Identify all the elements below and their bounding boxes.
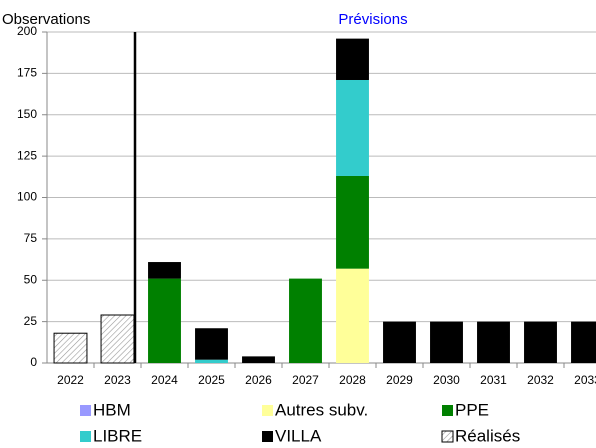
- x-tick-label: 2023: [104, 373, 131, 387]
- legend-label: VILLA: [275, 426, 322, 445]
- bar-segment: [148, 262, 181, 279]
- bar-segment: [336, 175, 369, 269]
- legend-label: HBM: [93, 400, 131, 419]
- annotation: Prévisions: [338, 11, 407, 28]
- bar-segment: [148, 278, 181, 363]
- x-tick-label: 2033: [574, 373, 596, 387]
- bar-segment: [195, 359, 228, 363]
- bar-segment: [195, 328, 228, 360]
- x-tick-label: 2031: [480, 373, 507, 387]
- x-tick-label: 2026: [245, 373, 272, 387]
- y-tick-label: 50: [24, 272, 38, 286]
- bar-segment: [571, 321, 596, 363]
- bar-segment: [289, 278, 322, 363]
- x-tick-label: 2025: [198, 373, 225, 387]
- annotation: Observations: [2, 11, 90, 28]
- y-tick-label: 175: [17, 66, 37, 80]
- bar-segment: [336, 38, 369, 80]
- y-tick-label: 150: [17, 107, 37, 121]
- x-tick-label: 2028: [339, 373, 366, 387]
- x-tick-label: 2027: [292, 373, 319, 387]
- x-tick-label: 2029: [386, 373, 413, 387]
- legend-swatch: [442, 405, 453, 416]
- x-tick-label: 2022: [57, 373, 84, 387]
- bar-segment: [242, 356, 275, 363]
- legend-swatch: [262, 431, 273, 442]
- bar-segment: [383, 321, 416, 363]
- bar-segment: [524, 321, 557, 363]
- y-tick-label: 125: [17, 148, 37, 162]
- y-tick-label: 100: [17, 190, 37, 204]
- x-tick-label: 2030: [433, 373, 460, 387]
- legend-label: PPE: [455, 400, 489, 419]
- legend-swatch: [262, 405, 273, 416]
- bar-segment: [100, 314, 135, 364]
- bar-segment: [53, 332, 88, 364]
- x-tick-label: 2032: [527, 373, 554, 387]
- legend-swatch: [80, 405, 91, 416]
- bar-segment: [477, 321, 510, 363]
- bar-segment: [430, 321, 463, 363]
- y-tick-label: 0: [30, 355, 37, 369]
- legend-label: Autres subv.: [275, 400, 368, 419]
- legend-swatch: [441, 430, 454, 443]
- y-tick-label: 25: [24, 314, 38, 328]
- bar-segment: [336, 268, 369, 363]
- legend-label: Réalisés: [455, 426, 520, 445]
- y-tick-label: 200: [17, 24, 37, 38]
- x-tick-label: 2024: [151, 373, 178, 387]
- legend-swatch: [80, 431, 91, 442]
- legend-label: LIBRE: [93, 426, 142, 445]
- y-tick-label: 75: [24, 231, 38, 245]
- bar-segment: [336, 79, 369, 176]
